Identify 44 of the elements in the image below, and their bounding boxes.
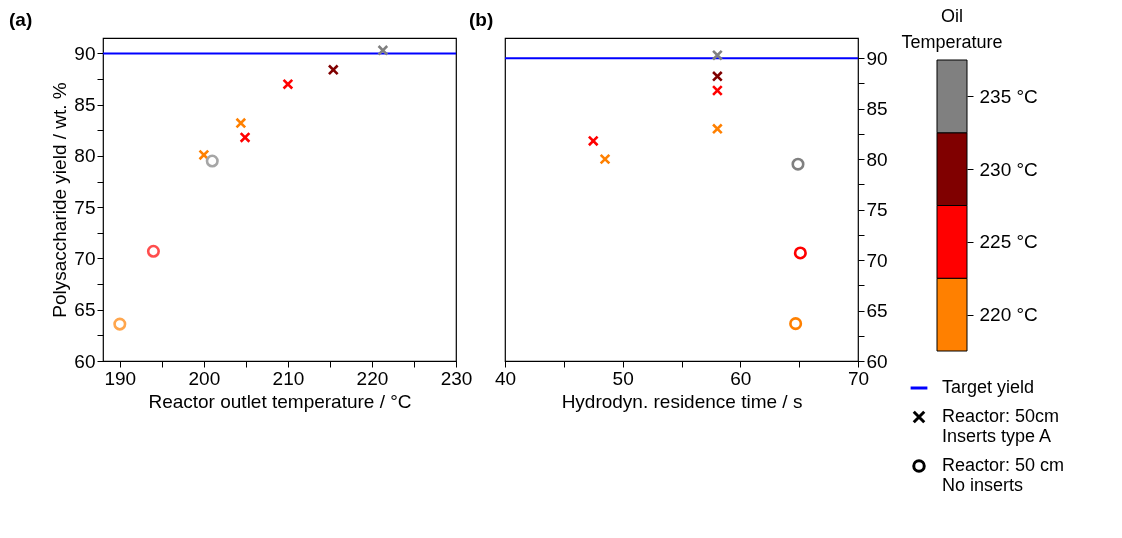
x-tick-label: 190: [104, 367, 137, 389]
x-tick-label: 50: [612, 367, 634, 389]
y-tick-label: 70: [866, 249, 888, 271]
point: [327, 64, 339, 76]
x-tick-label: 220: [356, 367, 389, 389]
text: Reactor: 50cm Inserts type A: [942, 406, 1060, 446]
point: [791, 157, 805, 171]
color-bar-label: 225 °C: [979, 231, 1038, 253]
text: Reactor: 50 cm No inserts: [942, 455, 1065, 495]
point: [711, 70, 724, 82]
color-bar-title: Oil Temperature: [901, 6, 1003, 52]
point: [239, 131, 251, 144]
y-tick-label: 90: [866, 47, 888, 69]
x-axis-title: Reactor outlet temperature / °C: [148, 390, 412, 412]
point: [146, 244, 160, 258]
x-tick-label: 230: [440, 367, 473, 389]
y-tick-label: 85: [74, 94, 96, 116]
x-tick-label: 210: [272, 367, 305, 389]
x-axis-title: Hydrodyn. residence time / s: [561, 390, 803, 412]
y-tick-label: 85: [866, 98, 888, 120]
legend-label: Target yield: [942, 377, 1035, 397]
chart-title: (b): [469, 9, 494, 30]
color-bar-label: 230 °C: [979, 158, 1038, 180]
point: [235, 117, 247, 129]
y-tick-label: 65: [866, 300, 888, 322]
y-tick-label: 80: [866, 148, 888, 170]
y-tick-label: 75: [74, 196, 96, 218]
x-tick-label: 40: [494, 367, 517, 389]
point: [282, 78, 294, 90]
point: [113, 317, 127, 331]
color-bar-label: 220 °C: [979, 304, 1038, 326]
y-axis-title: Polysaccharide yield / wt. %: [49, 82, 71, 318]
y-tick-label: 90: [74, 42, 96, 64]
chart-title: (a): [9, 9, 33, 30]
y-tick-label: 75: [866, 199, 888, 221]
color-bar-label: 235 °C: [979, 85, 1038, 107]
y-tick-label: 80: [74, 145, 96, 167]
point: [205, 154, 219, 168]
point: [377, 44, 389, 56]
y-tick-label: 65: [74, 299, 96, 321]
x-tick-label: 200: [188, 367, 221, 389]
y-tick-label: 70: [74, 247, 96, 269]
y-tick-label: 60: [74, 350, 96, 372]
x-tick-label: 60: [730, 367, 752, 389]
